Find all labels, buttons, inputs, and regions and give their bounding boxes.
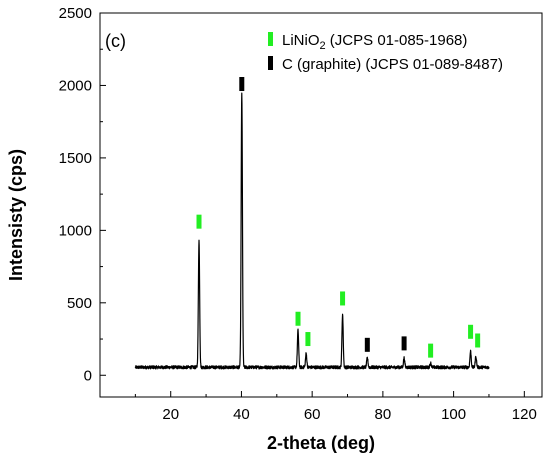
series-layer xyxy=(134,92,490,370)
legend-label-graphite: C (graphite) (JCPS 01-089-8487) xyxy=(282,56,503,73)
xrd-pattern-line xyxy=(134,92,490,370)
legend-swatch-graphite xyxy=(268,56,273,70)
x-tick-label: 100 xyxy=(441,406,466,423)
plot-border xyxy=(99,12,543,398)
graphite-peak-marker xyxy=(364,337,370,352)
legend-swatch-linio2 xyxy=(268,32,273,46)
panel-label: (c) xyxy=(105,31,126,51)
linio2-peak-marker xyxy=(196,214,202,229)
linio2-peak-marker xyxy=(428,343,434,358)
y-axis: 0 500 1000 1500 2000 2500 xyxy=(59,5,106,384)
x-tick-label: 20 xyxy=(162,406,179,423)
y-tick-label: 2000 xyxy=(59,77,92,94)
x-axis-title: 2-theta (deg) xyxy=(267,433,375,453)
linio2-peak-marker xyxy=(475,333,481,348)
x-tick-label: 60 xyxy=(304,406,321,423)
graphite-peak-marker xyxy=(239,77,245,92)
y-tick-label: 2500 xyxy=(59,5,92,22)
y-tick-label: 1000 xyxy=(59,222,92,239)
x-tick-label: 120 xyxy=(512,406,537,423)
linio2-peak-marker xyxy=(468,324,474,339)
peak-markers xyxy=(196,77,481,358)
x-axis: 20 40 60 80 100 120 xyxy=(134,391,537,423)
x-tick-label: 80 xyxy=(375,406,392,423)
plot-frame xyxy=(99,12,543,398)
linio2-peak-marker xyxy=(295,311,301,326)
y-axis-title: Intensisty (cps) xyxy=(6,149,26,281)
linio2-peak-marker xyxy=(305,332,311,347)
y-tick-label: 0 xyxy=(84,367,92,384)
graphite-peak-marker xyxy=(401,336,407,351)
y-tick-label: 500 xyxy=(67,295,92,312)
linio2-peak-marker xyxy=(340,291,346,306)
x-tick-label: 40 xyxy=(233,406,250,423)
legend: LiNiO2 (JCPS 01-085-1968) C (graphite) (… xyxy=(268,32,503,73)
legend-label-linio2: LiNiO2 (JCPS 01-085-1968) xyxy=(282,32,467,52)
y-tick-label: 1500 xyxy=(59,150,92,167)
